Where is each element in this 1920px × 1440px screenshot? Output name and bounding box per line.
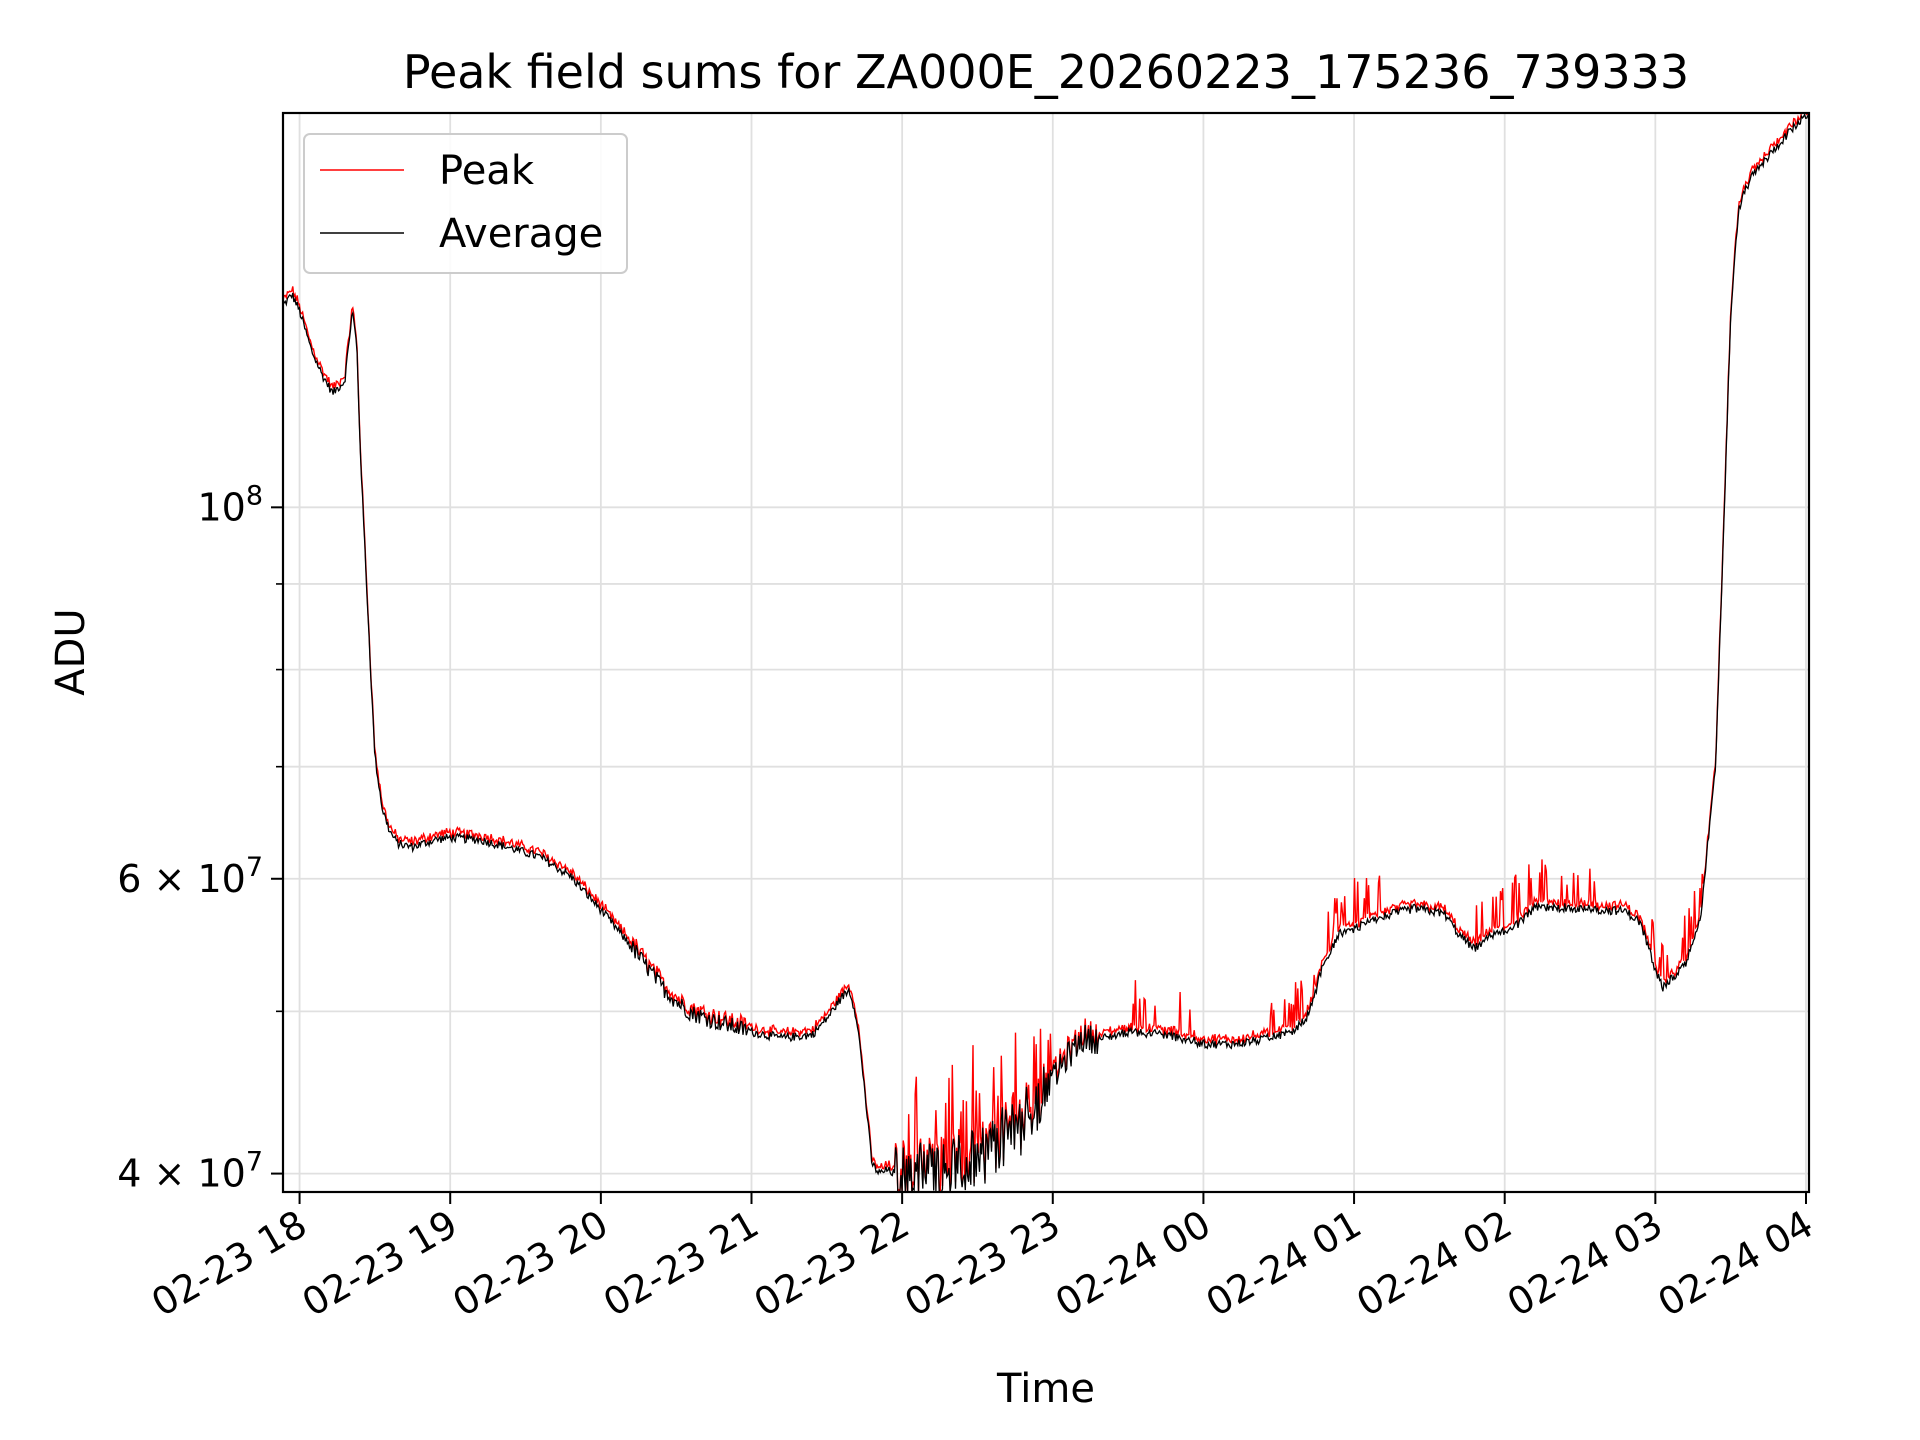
y-tick-exponent: 7 xyxy=(246,1147,263,1178)
y-tick-times: × xyxy=(141,857,197,901)
plot-frame xyxy=(281,111,1811,1194)
y-tick-times: × xyxy=(141,1152,197,1196)
y-tick-label: 108 xyxy=(197,480,263,529)
y-tick-base: 10 xyxy=(197,485,245,529)
series-average-line xyxy=(283,113,1809,1192)
legend: Peak Average xyxy=(303,133,628,274)
series-peak-line xyxy=(283,113,1809,1192)
x-axis-label: Time xyxy=(996,1366,1095,1412)
y-tick-base: 10 xyxy=(197,1152,245,1196)
legend-peak-label: Peak xyxy=(439,148,535,194)
series-layer xyxy=(283,113,1809,1192)
y-tick-label: 6 × 107 xyxy=(117,852,263,901)
y-axis-label: ADU xyxy=(48,608,94,695)
y-tick-label: 4 × 107 xyxy=(117,1147,263,1196)
y-tick-base: 10 xyxy=(197,857,245,901)
y-tick-exponent: 8 xyxy=(246,480,263,511)
grid-lines xyxy=(283,113,1809,1192)
chart-title: Peak field sums for ZA000E_20260223_1752… xyxy=(403,45,1689,99)
y-tick-mantissa: 4 xyxy=(117,1152,141,1196)
y-tick-exponent: 7 xyxy=(246,852,263,883)
legend-box xyxy=(303,133,628,274)
y-tick-mantissa: 6 xyxy=(117,857,141,901)
legend-average-label: Average xyxy=(439,211,603,257)
